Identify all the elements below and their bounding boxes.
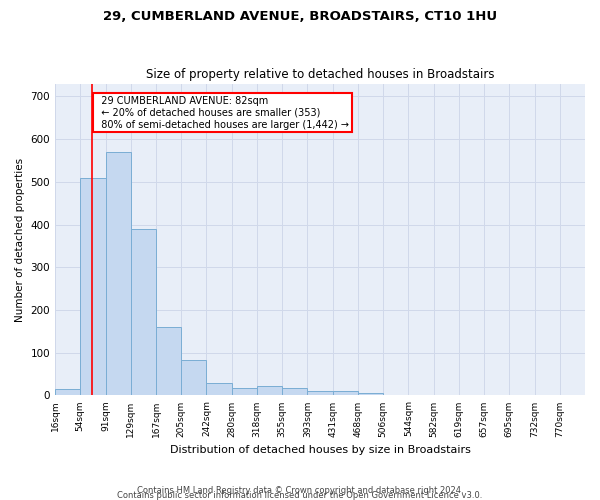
Title: Size of property relative to detached houses in Broadstairs: Size of property relative to detached ho…	[146, 68, 494, 81]
Bar	[232, 388, 257, 396]
Bar	[206, 382, 232, 396]
Bar	[106, 152, 131, 396]
Bar	[80, 178, 106, 396]
Bar	[332, 391, 358, 396]
Text: Contains public sector information licensed under the Open Government Licence v3: Contains public sector information licen…	[118, 491, 482, 500]
Text: 29 CUMBERLAND AVENUE: 82sqm
  ← 20% of detached houses are smaller (353)
  80% o: 29 CUMBERLAND AVENUE: 82sqm ← 20% of det…	[95, 96, 349, 130]
Text: 29, CUMBERLAND AVENUE, BROADSTAIRS, CT10 1HU: 29, CUMBERLAND AVENUE, BROADSTAIRS, CT10…	[103, 10, 497, 23]
Bar	[282, 388, 307, 396]
Bar	[307, 390, 332, 396]
Bar	[257, 386, 282, 396]
Bar	[55, 389, 80, 396]
Bar	[131, 229, 156, 396]
X-axis label: Distribution of detached houses by size in Broadstairs: Distribution of detached houses by size …	[170, 445, 470, 455]
Y-axis label: Number of detached properties: Number of detached properties	[15, 158, 25, 322]
Bar	[358, 394, 383, 396]
Text: Contains HM Land Registry data © Crown copyright and database right 2024.: Contains HM Land Registry data © Crown c…	[137, 486, 463, 495]
Bar	[156, 327, 181, 396]
Bar	[181, 360, 206, 396]
